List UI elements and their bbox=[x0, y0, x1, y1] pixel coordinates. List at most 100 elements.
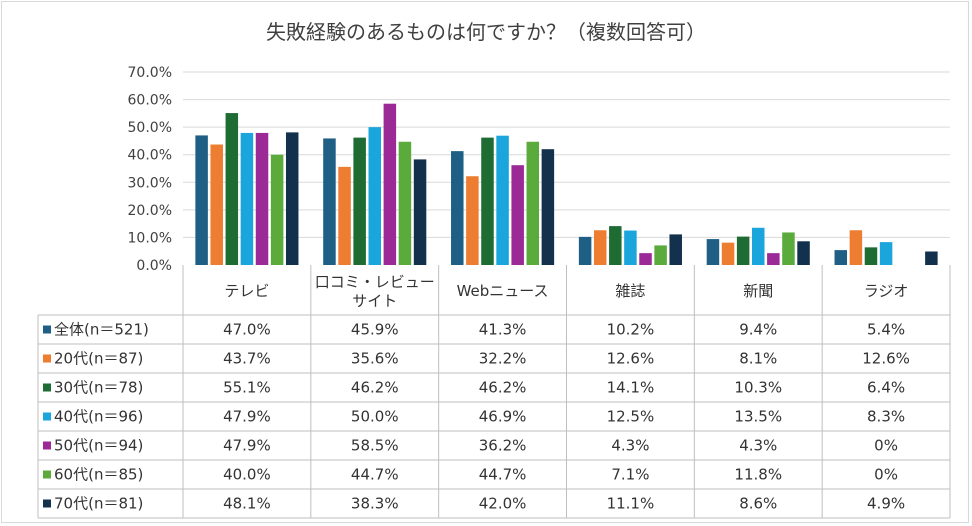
bar bbox=[481, 137, 494, 265]
data-label: 38.3% bbox=[351, 495, 399, 513]
bar bbox=[925, 251, 938, 265]
bar bbox=[624, 230, 637, 265]
bar bbox=[451, 151, 464, 265]
bar bbox=[466, 176, 479, 265]
series-label: 60代(n＝85) bbox=[54, 466, 143, 484]
data-label: 41.3% bbox=[479, 321, 527, 339]
bar bbox=[210, 144, 223, 265]
bar bbox=[413, 159, 427, 265]
data-label: 43.7% bbox=[223, 350, 271, 368]
category-label: 口コミ・レビュー bbox=[315, 273, 435, 291]
data-label: 9.4% bbox=[739, 321, 777, 339]
bar bbox=[849, 230, 863, 265]
category-label: サイト bbox=[352, 292, 397, 310]
bar bbox=[526, 141, 540, 265]
legend-key bbox=[43, 412, 51, 421]
category-label: 雑誌 bbox=[615, 282, 645, 300]
legend-key bbox=[43, 499, 51, 508]
data-label: 0% bbox=[874, 466, 898, 484]
series-label: 70代(n＝81) bbox=[54, 495, 143, 513]
series-label: 40代(n＝96) bbox=[54, 408, 143, 426]
data-label: 44.7% bbox=[479, 466, 527, 484]
bar bbox=[706, 239, 720, 265]
bar bbox=[285, 132, 299, 265]
data-label: 44.7% bbox=[351, 466, 399, 484]
y-tick-label: 10.0% bbox=[128, 230, 172, 246]
bar bbox=[541, 149, 555, 265]
data-label: 32.2% bbox=[479, 350, 527, 368]
data-label: 47.0% bbox=[223, 321, 271, 339]
data-label: 10.3% bbox=[734, 379, 782, 397]
data-label: 8.1% bbox=[739, 350, 777, 368]
category-label: Webニュース bbox=[457, 282, 549, 300]
data-label: 50.0% bbox=[351, 408, 399, 426]
data-label: 12.5% bbox=[607, 408, 655, 426]
bar bbox=[721, 242, 735, 265]
bar bbox=[353, 137, 366, 265]
legend-key bbox=[43, 354, 51, 363]
data-label: 12.6% bbox=[862, 350, 910, 368]
series-label: 30代(n＝78) bbox=[54, 379, 143, 397]
category-label: ラジオ bbox=[864, 282, 909, 300]
data-label: 12.6% bbox=[607, 350, 655, 368]
bar bbox=[669, 234, 682, 265]
legend-key bbox=[43, 441, 51, 450]
bar bbox=[639, 253, 652, 265]
bar bbox=[255, 132, 269, 265]
data-label: 4.3% bbox=[611, 437, 649, 455]
y-tick-label: 60.0% bbox=[128, 93, 172, 109]
series-label: 20代(n＝87) bbox=[54, 350, 143, 368]
data-label: 47.9% bbox=[223, 408, 271, 426]
bar bbox=[398, 141, 412, 265]
bar bbox=[323, 138, 336, 265]
data-label: 48.1% bbox=[223, 495, 271, 513]
data-label: 4.3% bbox=[739, 437, 777, 455]
data-label: 5.4% bbox=[867, 321, 905, 339]
category-label: テレビ bbox=[224, 282, 269, 300]
data-label: 58.5% bbox=[351, 437, 399, 455]
bar bbox=[609, 226, 622, 265]
data-label: 36.2% bbox=[479, 437, 527, 455]
data-label: 14.1% bbox=[607, 379, 655, 397]
data-label: 55.1% bbox=[223, 379, 271, 397]
data-label: 47.9% bbox=[223, 437, 271, 455]
data-label: 8.6% bbox=[739, 495, 777, 513]
legend-key bbox=[43, 470, 51, 479]
bar bbox=[225, 113, 239, 266]
bar bbox=[736, 236, 750, 265]
bar bbox=[496, 135, 509, 265]
bar bbox=[864, 247, 878, 265]
chart-title: 失敗経験のあるものは何ですか？（複数回答可） bbox=[266, 20, 706, 44]
data-label: 35.6% bbox=[351, 350, 399, 368]
bar bbox=[383, 103, 397, 265]
bar bbox=[752, 227, 765, 265]
bar bbox=[240, 132, 254, 265]
data-label: 13.5% bbox=[734, 408, 782, 426]
data-label: 46.2% bbox=[479, 379, 527, 397]
data-label: 7.1% bbox=[611, 466, 649, 484]
bar bbox=[834, 250, 848, 265]
data-label: 6.4% bbox=[867, 379, 905, 397]
y-tick-label: 20.0% bbox=[128, 203, 172, 219]
data-label: 40.0% bbox=[223, 466, 271, 484]
bar bbox=[767, 253, 780, 265]
data-label: 11.1% bbox=[607, 495, 655, 513]
bar bbox=[368, 127, 381, 266]
data-label: 46.9% bbox=[479, 408, 527, 426]
data-label: 8.3% bbox=[867, 408, 905, 426]
bar bbox=[593, 230, 607, 265]
bar bbox=[782, 232, 795, 265]
data-label: 4.9% bbox=[867, 495, 905, 513]
series-label: 全体(n＝521) bbox=[54, 321, 149, 339]
bar bbox=[511, 165, 524, 265]
bar bbox=[879, 242, 893, 265]
y-tick-label: 40.0% bbox=[128, 148, 172, 164]
bar bbox=[654, 245, 667, 265]
legend-key bbox=[43, 383, 51, 392]
y-tick-label: 50.0% bbox=[128, 120, 172, 136]
bar bbox=[195, 135, 208, 265]
y-tick-label: 30.0% bbox=[128, 175, 172, 191]
series-label: 50代(n＝94) bbox=[54, 437, 143, 455]
